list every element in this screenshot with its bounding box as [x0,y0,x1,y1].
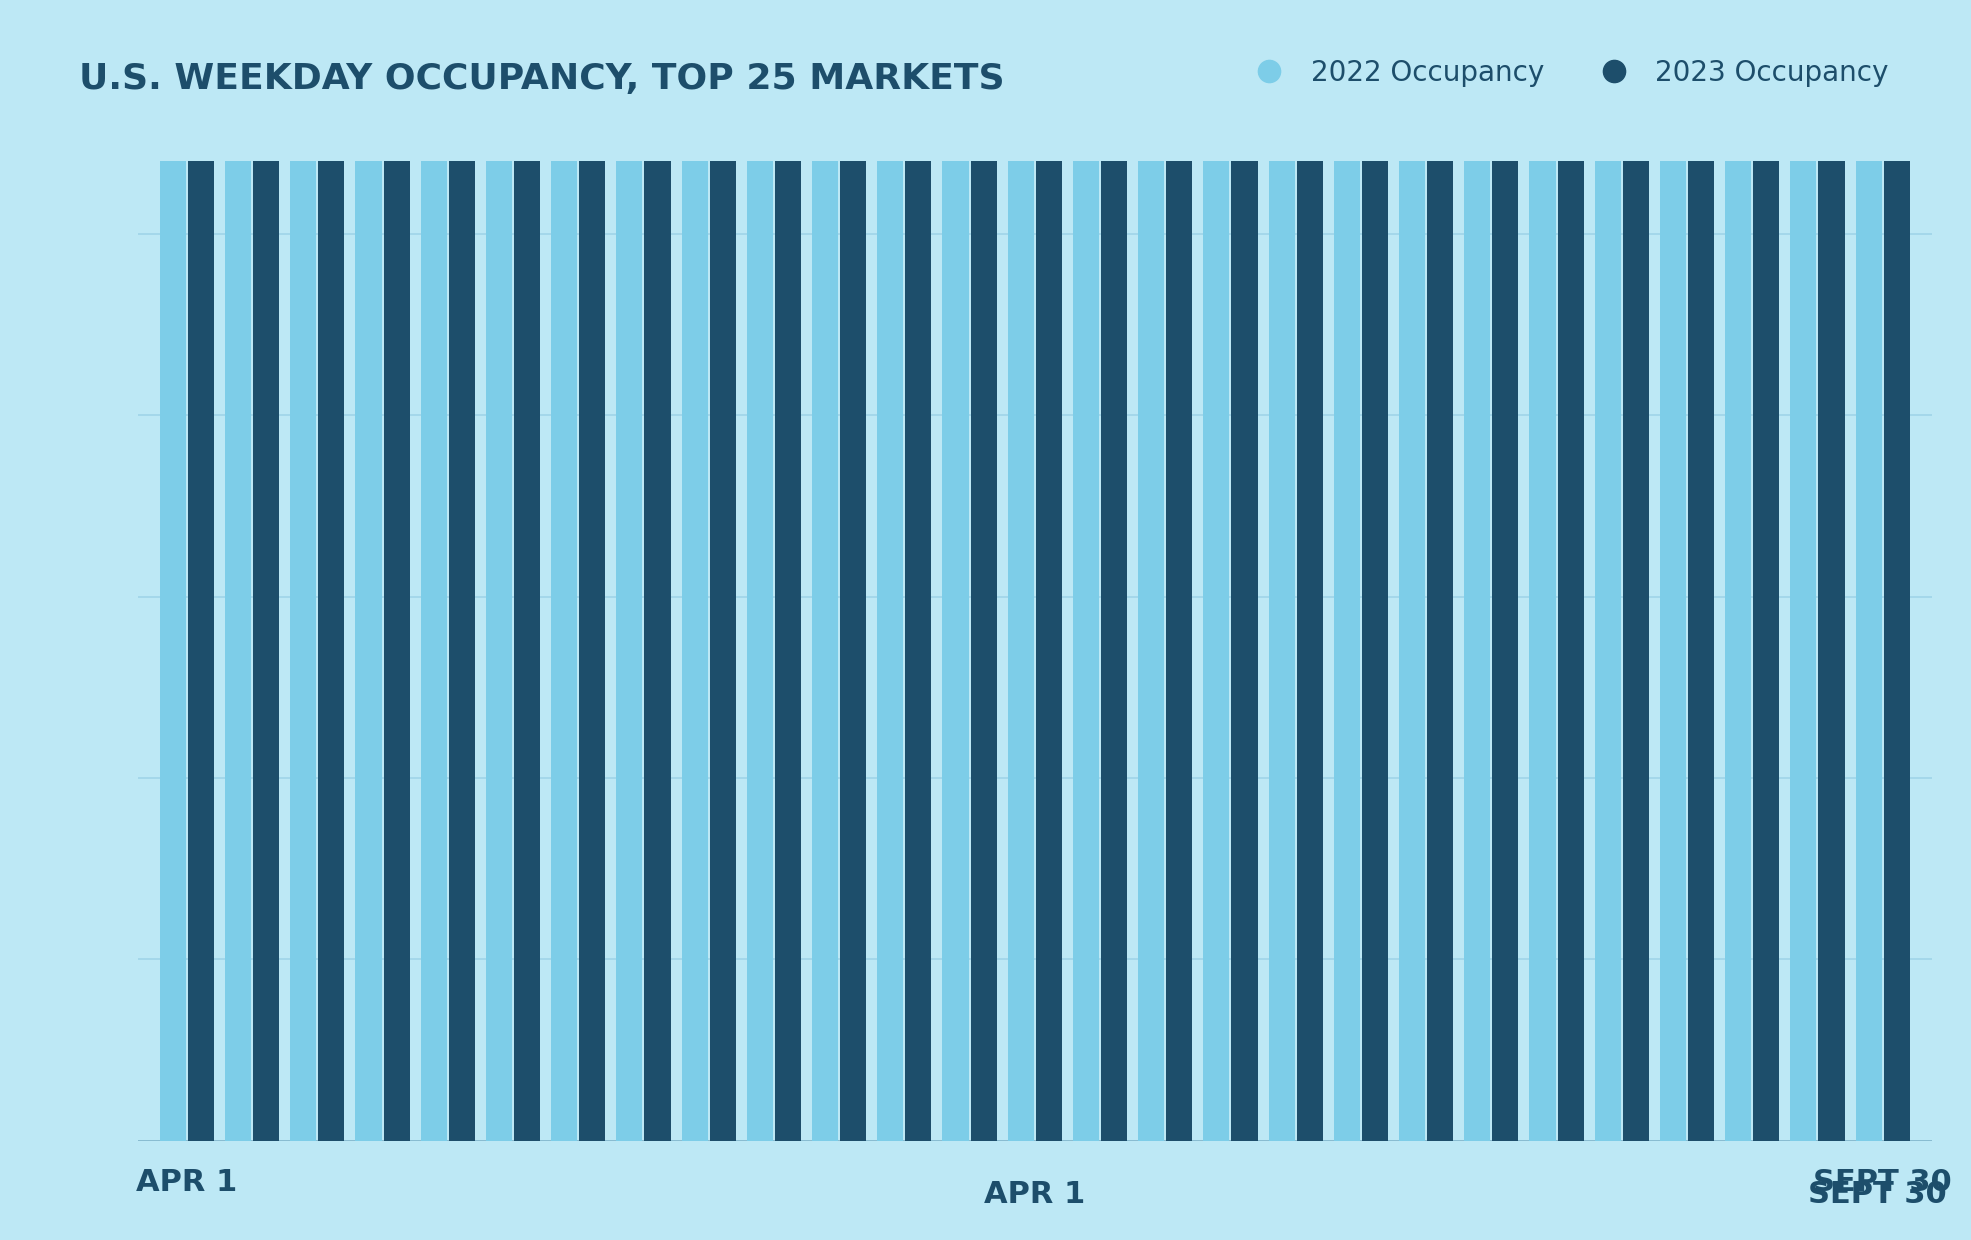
Bar [1297,0,1323,1141]
Bar [552,0,578,1141]
Bar [225,0,250,1141]
Bar [970,0,997,1141]
Bar [449,0,475,1141]
Bar [187,0,215,1141]
Bar [682,0,708,1141]
Bar [942,0,968,1141]
Bar [747,0,773,1141]
Bar [1492,0,1518,1141]
Bar [384,0,410,1141]
Bar [710,0,735,1141]
Bar [1035,0,1062,1141]
Bar [1855,0,1882,1141]
Bar [1204,0,1230,1141]
Bar [1752,0,1780,1141]
Bar [1232,0,1257,1141]
Text: SEPT 30: SEPT 30 [1813,1168,1951,1197]
Bar [1167,0,1192,1141]
Bar [1884,0,1910,1141]
Bar [355,0,382,1141]
Bar [1660,88,1685,1141]
Bar [160,0,185,1141]
Bar [1819,0,1845,1141]
Bar [840,0,865,1141]
Bar [1102,0,1127,1141]
Bar [1427,0,1453,1141]
Bar [1464,0,1490,1141]
Bar [1007,0,1035,1141]
Text: APR 1: APR 1 [136,1168,238,1197]
Bar [1622,0,1650,1141]
Bar [252,0,280,1141]
Bar [645,125,670,1141]
Bar [1529,0,1555,1141]
Bar [290,0,317,1141]
Bar [487,0,512,1141]
Legend: 2022 Occupancy, 2023 Occupancy: 2022 Occupancy, 2023 Occupancy [1230,48,1900,98]
Bar [1269,0,1295,1141]
Text: U.S. WEEKDAY OCCUPANCY, TOP 25 MARKETS: U.S. WEEKDAY OCCUPANCY, TOP 25 MARKETS [79,62,1005,95]
Bar [775,0,800,1141]
Bar [1399,0,1425,1141]
Bar [1790,0,1817,1141]
Bar [905,107,932,1141]
Bar [420,0,447,1141]
Bar [1557,0,1583,1141]
Bar [1687,0,1715,1141]
Bar [1137,125,1165,1141]
Bar [1362,0,1388,1141]
Bar [812,0,838,1141]
Text: APR 1: APR 1 [984,1180,1086,1209]
Bar [1725,143,1752,1141]
Bar [514,0,540,1141]
Bar [1595,0,1620,1141]
Bar [1072,0,1100,1141]
Bar [877,125,903,1141]
Text: SEPT 30: SEPT 30 [1809,1180,1947,1209]
Bar [617,0,643,1141]
Bar [1334,0,1360,1141]
Bar [579,0,605,1141]
Bar [317,0,345,1141]
